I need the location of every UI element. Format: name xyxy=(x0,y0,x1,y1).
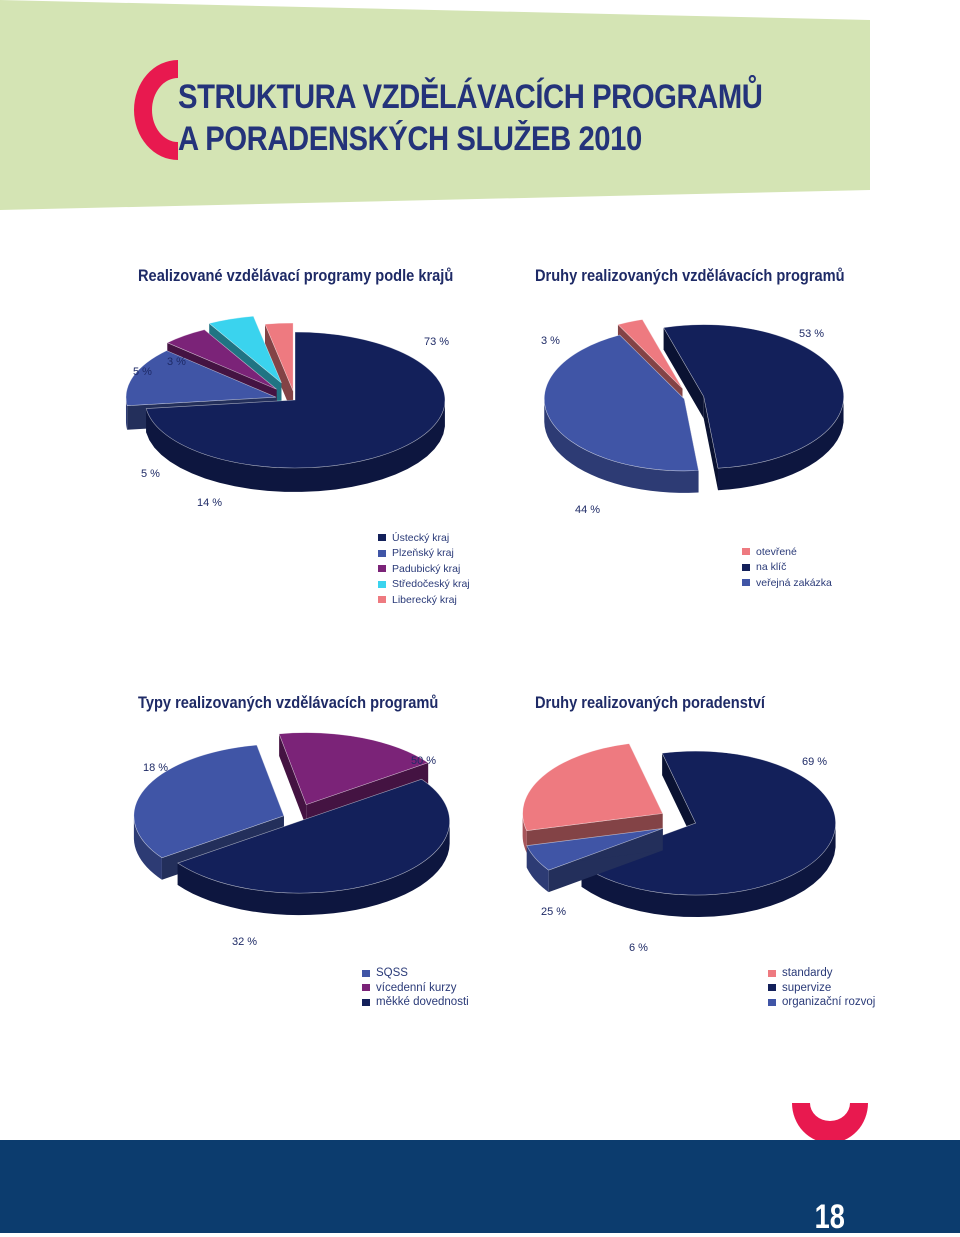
legend-swatch xyxy=(768,998,776,1006)
chart-4-label-supervize: 69 % xyxy=(802,756,828,768)
legend-label: otevřené xyxy=(756,545,797,558)
chart-3-label-vicedenni: 18 % xyxy=(143,762,169,774)
chart-4-pie xyxy=(522,743,836,918)
chart-4-label-organizacni: 6 % xyxy=(629,942,648,954)
chart-3-title: Typy realizovaných vzdělávacích programů xyxy=(138,693,439,712)
legend-swatch xyxy=(378,596,386,604)
legend-label: standardy xyxy=(782,967,833,980)
legend-item-liberecky: Liberecký kraj xyxy=(378,592,470,608)
footer-band xyxy=(0,1140,960,1233)
legend-label: Ústecký kraj xyxy=(392,531,450,544)
legend-swatch xyxy=(768,969,776,977)
page-title-line-2: A PORADENSKÝCH SLUŽEB 2010 xyxy=(178,120,642,158)
chart-2-label-na-klic: 53 % xyxy=(799,328,825,340)
legend-item-plzensky: Plzeňský kraj xyxy=(378,546,470,562)
legend-item-stredocesky: Středočeský kraj xyxy=(378,577,470,593)
page-title-line-1: STRUKTURA VZDĚLÁVACÍCH PROGRAMŮ xyxy=(178,78,763,116)
chart-1-label-padubicky: 5 % xyxy=(141,468,160,480)
legend-label: Středočeský kraj xyxy=(392,578,470,591)
legend-item-padubicky: Padubický kraj xyxy=(378,561,470,577)
chart-1-label-ustecky: 73 % xyxy=(424,336,450,348)
legend-item-verejna-zakazka: veřejná zakázka xyxy=(742,575,832,591)
chart-1-label-liberecky: 3 % xyxy=(167,356,186,368)
legend-swatch xyxy=(362,984,370,992)
chart-4-title: Druhy realizovaných poradenství xyxy=(535,693,765,712)
legend-label: organizační rozvoj xyxy=(782,996,876,1009)
chart-2-legend: otevřené na klíč veřejná zakázka xyxy=(742,544,832,591)
legend-swatch xyxy=(742,563,750,571)
legend-swatch xyxy=(742,579,750,587)
legend-item-organizacni-rozvoj: organizační rozvoj xyxy=(768,995,875,1010)
chart-3-label-mekke: 50 % xyxy=(411,755,437,767)
chart-4-legend: standardy supervize organizační rozvoj xyxy=(768,966,875,1010)
legend-label: Padubický kraj xyxy=(392,562,461,575)
pie-slice-supervize xyxy=(580,750,836,918)
legend-label: Liberecký kraj xyxy=(392,593,457,606)
chart-2-label-otevrene: 3 % xyxy=(541,335,560,347)
legend-item-ustecky: Ústecký kraj xyxy=(378,530,470,546)
chart-1-legend: Ústecký kraj Plzeňský kraj Padubický kraj S… xyxy=(378,530,470,608)
legend-item-na-klic: na klíč xyxy=(742,560,832,576)
chart-3-legend: SQSS vícedenní kurzy měkké dovednosti xyxy=(362,966,469,1010)
legend-label: supervize xyxy=(782,981,832,994)
close-bracket-icon xyxy=(792,1103,868,1143)
chart-3-pie xyxy=(133,732,450,916)
page-number: 18 xyxy=(814,1198,845,1236)
chart-1-label-stredocesky: 5 % xyxy=(133,366,152,378)
legend-item-sqss: SQSS xyxy=(362,966,469,981)
chart-3-label-sqss: 32 % xyxy=(232,936,258,948)
legend-label: veřejná zakázka xyxy=(756,576,832,589)
legend-item-otevrene: otevřené xyxy=(742,544,832,560)
chart-1-label-plzensky: 14 % xyxy=(197,497,223,509)
chart-4-label-standardy: 25 % xyxy=(541,906,567,918)
legend-swatch xyxy=(742,548,750,556)
pie-slice-verejna-zakazka xyxy=(543,334,699,493)
legend-label: měkké dovednosti xyxy=(376,996,469,1009)
open-bracket-icon xyxy=(134,60,178,160)
pie-slice-ustecky xyxy=(145,331,446,492)
chart-2-title: Druhy realizovaných vzdělávacích program… xyxy=(535,266,845,285)
legend-swatch xyxy=(378,580,386,588)
legend-item-vicedenni-kurzy: vícedenní kurzy xyxy=(362,981,469,996)
legend-label: vícedenní kurzy xyxy=(376,981,457,994)
legend-swatch xyxy=(362,969,370,977)
legend-item-mekke-dovednosti: měkké dovednosti xyxy=(362,995,469,1010)
pie-slice-mekke-dovednosti xyxy=(177,778,450,916)
pie-slice-liberecky xyxy=(264,322,294,415)
legend-item-standardy: standardy xyxy=(768,966,875,981)
legend-swatch xyxy=(378,549,386,557)
legend-label: Plzeňský kraj xyxy=(392,547,454,560)
pie-slice-organizacni-rozvoj xyxy=(526,828,663,893)
chart-2-label-verejna-zakazka: 44 % xyxy=(575,504,601,516)
legend-item-supervize: supervize xyxy=(768,981,875,996)
legend-swatch xyxy=(362,998,370,1006)
legend-swatch xyxy=(768,984,776,992)
legend-swatch xyxy=(378,565,386,573)
chart-1-title: Realizované vzdělávací programy podle kr… xyxy=(138,266,454,285)
legend-label: na klíč xyxy=(756,561,787,574)
chart-1-pie xyxy=(125,315,446,492)
chart-2-pie xyxy=(543,319,845,493)
legend-swatch xyxy=(378,534,386,542)
pie-slice-na-klic xyxy=(663,324,845,491)
legend-label: SQSS xyxy=(376,967,408,980)
